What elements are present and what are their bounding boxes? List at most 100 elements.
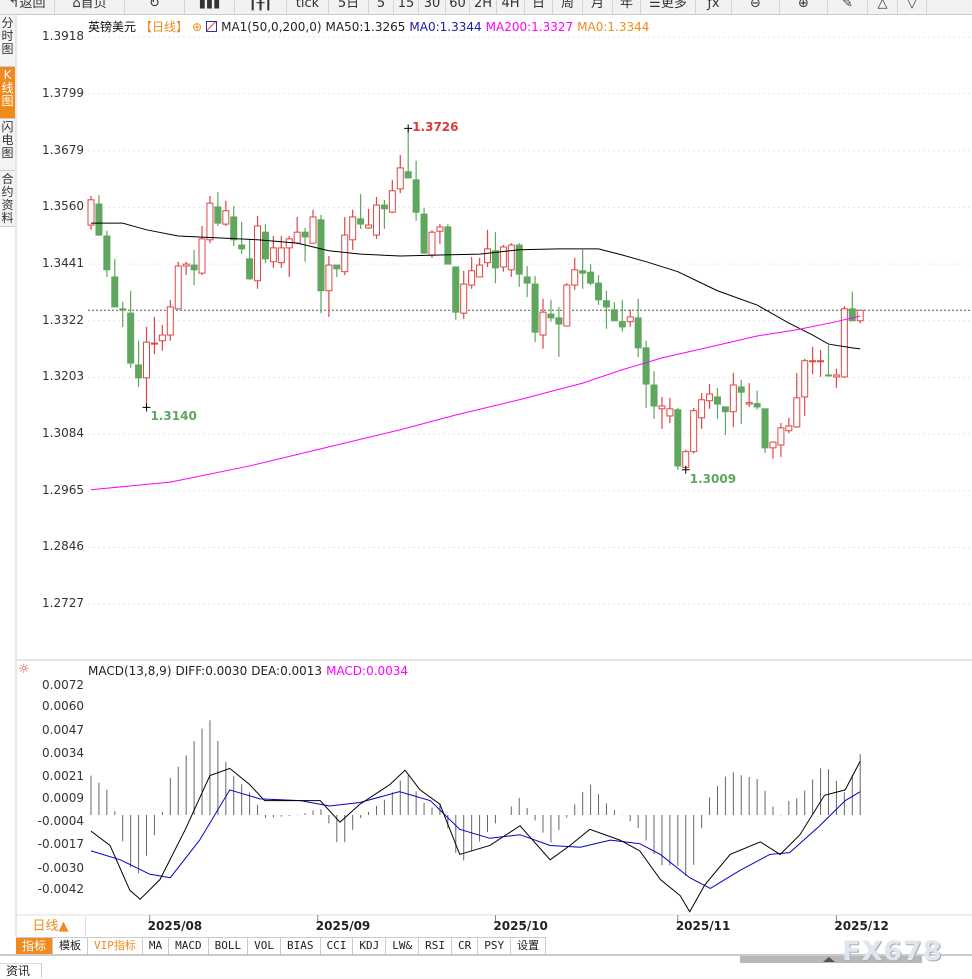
toolbar-button[interactable]: ☰更多 [641, 0, 696, 14]
toolbar-button[interactable]: 30 [419, 0, 446, 14]
toolbar-button[interactable]: ⊕ [780, 0, 828, 14]
indicator-tab[interactable]: KDJ [353, 938, 387, 954]
indicator-tab[interactable]: RSI [419, 938, 453, 954]
indicator-tab[interactable]: 模板 [53, 938, 89, 954]
candle-up [166, 306, 174, 336]
toolbar-button[interactable]: 月 [583, 0, 613, 14]
candle-up [499, 246, 507, 268]
ma0-value-secondary: MA0:1.3344 [577, 19, 650, 34]
toolbar-button[interactable]: △ [868, 0, 898, 14]
price-axis-label: 1.2965 [42, 482, 84, 497]
candle-down [824, 374, 832, 377]
price-axis-label: 1.2846 [42, 539, 84, 554]
toolbar-button[interactable]: 15 [394, 0, 419, 14]
candle-up [309, 216, 317, 244]
candle-up [396, 167, 404, 190]
indicator-tab[interactable]: CR [452, 938, 479, 954]
toolbar-button[interactable]: ✎ [828, 0, 868, 14]
indicator-tab[interactable]: VIP指标 [88, 938, 143, 954]
toolbar-button[interactable]: ┃╂┃ [235, 0, 287, 14]
period-label: 【日线】 [140, 20, 189, 34]
diff-line [90, 760, 861, 913]
candle-down [420, 213, 428, 254]
macd-settings-icon[interactable]: ☼ [18, 662, 30, 677]
toolbar-button[interactable]: 5日 [329, 0, 369, 14]
candle-up [666, 408, 674, 417]
indicator-tab[interactable]: 指标 [16, 938, 54, 954]
toolbar-button[interactable]: 周 [553, 0, 583, 14]
date-axis-label: 2025/08 [147, 919, 203, 933]
toolbar-button[interactable]: tick [287, 0, 329, 14]
left-tab[interactable]: K线图 [0, 67, 15, 119]
left-tab[interactable]: 合约资料 [0, 171, 15, 227]
indicator-tab[interactable]: LW& [386, 938, 420, 954]
candle-down [119, 308, 127, 311]
indicator-tab[interactable]: MACD [169, 938, 209, 954]
candle-up [198, 238, 206, 274]
candle-up [436, 226, 444, 232]
candle-up [840, 308, 848, 378]
toolbar-button[interactable]: ▽ [898, 0, 927, 14]
settings-icon[interactable]: ⊕ [192, 19, 203, 34]
macd-axis-label: 0.0060 [42, 699, 84, 714]
candle-down [650, 384, 658, 407]
ma0-value: MA0:1.3344 [409, 19, 482, 34]
date-axis-label: 2025/09 [315, 919, 371, 933]
candle-up [706, 393, 714, 402]
toolbar-button[interactable]: 5 [369, 0, 394, 14]
toolbar-button[interactable]: ⌂首页 [55, 0, 125, 14]
toolbar-button[interactable]: ↻ [125, 0, 185, 14]
indicator-tab[interactable]: MA [142, 938, 170, 954]
indicator-tab[interactable]: CCI [320, 938, 354, 954]
indicator-tab[interactable]: VOL [248, 938, 282, 954]
price-axis-label: 1.3084 [42, 426, 84, 441]
candle-up [690, 410, 698, 453]
toolbar-button[interactable]: 年 [613, 0, 641, 14]
left-tab[interactable]: 闪电图 [0, 119, 15, 171]
fx678-watermark: FX678 [842, 936, 943, 967]
toolbar-button[interactable]: ↰返回 [0, 0, 55, 14]
candle-up [682, 451, 690, 468]
indicator-tab[interactable]: BOLL [208, 938, 249, 954]
toolbar-button[interactable]: 日 [525, 0, 553, 14]
candle-down [333, 264, 341, 270]
toolbar-button[interactable]: ⊖ [732, 0, 780, 14]
price-legend: 英镑美元 【日线】 ⊕ MA1(50,0,200,0) MA50:1.3265 … [88, 18, 649, 35]
candle-down [721, 406, 729, 413]
toolbar-button[interactable]: 2H [470, 0, 497, 14]
candle-up [150, 342, 158, 345]
candle-down [634, 317, 642, 349]
ma200-value: MA200:1.3327 [485, 19, 574, 34]
candle-up [325, 264, 333, 292]
candle-up [269, 247, 277, 263]
indicator-tab[interactable]: BIAS [281, 938, 321, 954]
macd-axis-label: -0.0030 [37, 860, 84, 875]
candle-down [610, 309, 618, 322]
candle-up [254, 225, 262, 282]
price-extreme-label: 1.3140 [150, 409, 197, 424]
price-axis-label: 1.3799 [42, 85, 84, 100]
price-axis-label: 1.3679 [42, 142, 84, 157]
candle-up [341, 234, 349, 273]
toolbar-button[interactable]: ▮▮▮ [185, 0, 235, 14]
candle-down [848, 308, 856, 322]
toolbar-button[interactable]: 60 [446, 0, 470, 14]
toolbar-button[interactable]: 4H [497, 0, 525, 14]
indicator-tab[interactable]: PSY [478, 938, 512, 954]
candle-down [452, 266, 460, 313]
price-extreme-label: 1.3726 [412, 120, 459, 135]
scroll-up-arrow-icon[interactable] [823, 957, 835, 962]
period-selector[interactable]: 日线▲ [16, 917, 86, 936]
left-tab[interactable]: 分时图 [0, 15, 15, 67]
candle-up [468, 270, 476, 286]
macd-axis-label: 0.0034 [42, 746, 84, 761]
date-axis-label: 2025/10 [493, 919, 548, 933]
toolbar-button[interactable]: ƒx [696, 0, 732, 14]
price-axis-label: 1.3441 [42, 256, 84, 271]
indicator-tab[interactable]: 设置 [511, 938, 547, 954]
candle-down [190, 264, 198, 271]
news-tab[interactable]: 资讯 [0, 963, 42, 978]
indicator-chart-icon[interactable] [206, 21, 218, 32]
candle-down [404, 171, 412, 179]
